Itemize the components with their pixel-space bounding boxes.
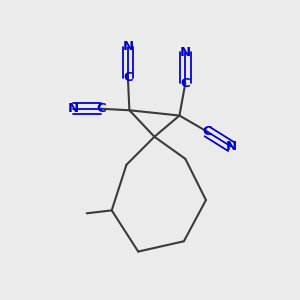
Text: N: N (122, 40, 134, 53)
Text: C: C (97, 102, 106, 115)
Text: C: C (202, 125, 212, 138)
Text: N: N (67, 102, 78, 115)
Text: N: N (180, 46, 191, 59)
Text: N: N (225, 140, 236, 153)
Text: C: C (123, 71, 133, 84)
Text: C: C (181, 77, 190, 90)
